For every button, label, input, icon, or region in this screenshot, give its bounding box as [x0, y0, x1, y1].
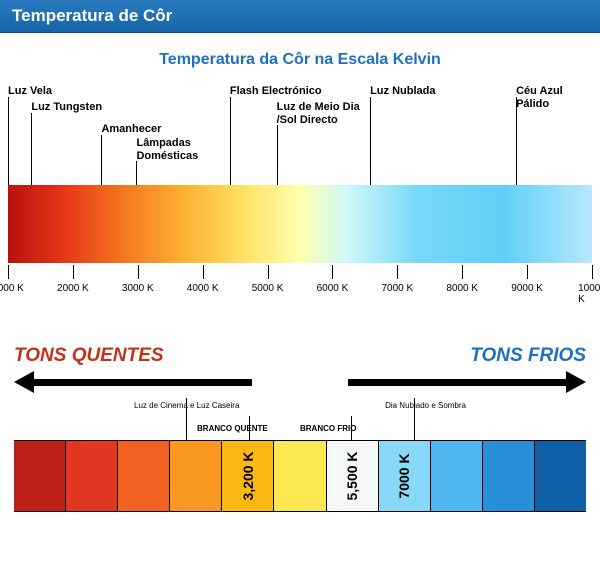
- tick-label: 8000 K: [446, 283, 478, 294]
- tick-mark: [462, 265, 463, 279]
- color-block: [14, 441, 66, 511]
- color-block: 3,200 K: [222, 441, 274, 511]
- marker-line: [230, 97, 231, 185]
- cold-label: TONS FRIOS: [470, 345, 586, 367]
- tick-mark: [332, 265, 333, 279]
- mini-labels-area: BRANCO QUENTE BRANCO FRIO: [14, 416, 586, 440]
- tick-label: 6000 K: [317, 283, 349, 294]
- marker-label: Luz de Meio Dia/Sol Directo: [277, 101, 360, 127]
- marker-label: Luz Vela: [8, 85, 52, 98]
- tick-mark: [527, 265, 528, 279]
- branco-quente-label: BRANCO QUENTE: [197, 424, 268, 433]
- color-block: [170, 441, 222, 511]
- tick-label: 7000 K: [381, 283, 413, 294]
- marker-line: [136, 161, 137, 185]
- sub-line-left: [186, 398, 187, 440]
- kelvin-chart: Luz Vela Luz Tungsten AmanhecerLâmpadasDom…: [8, 85, 592, 325]
- chart-title: Temperatura da Côr na Escala Kelvin: [8, 51, 592, 69]
- arrow-left-icon: [14, 371, 34, 393]
- color-block: 5,500 K: [327, 441, 379, 511]
- color-block: [66, 441, 118, 511]
- marker-line: [31, 113, 32, 185]
- arrow-right-bar: [348, 379, 568, 386]
- tick-mark: [397, 265, 398, 279]
- color-block: [118, 441, 170, 511]
- marker-label: Flash Electrónico: [230, 85, 322, 98]
- marker-label: Luz Tungsten: [31, 101, 102, 114]
- tick-mark: [8, 265, 9, 279]
- sub-left: Luz de Cinema e Luz Caseira: [134, 401, 239, 410]
- tick-mark: [203, 265, 204, 279]
- tones-section: TONS QUENTES TONS FRIOS Luz de Cinema e …: [8, 345, 592, 512]
- marker-label: Luz Nublada: [370, 85, 435, 98]
- branco-quente-line: [249, 416, 250, 440]
- marker-line: [277, 125, 278, 185]
- color-blocks: 3,200 K 5,500 K 7000 K: [14, 440, 586, 512]
- color-block: [431, 441, 483, 511]
- color-block: [483, 441, 535, 511]
- tick-label: 5000 K: [252, 283, 284, 294]
- top-markers-area: Luz Vela Luz Tungsten AmanhecerLâmpadasDom…: [8, 85, 592, 185]
- x-axis-ticks: 1000 K2000 K3000 K4000 K5000 K6000 K7000…: [8, 265, 592, 315]
- tick-label: 2000 K: [57, 283, 89, 294]
- color-block: [274, 441, 326, 511]
- marker-label: Amanhecer: [101, 123, 161, 136]
- marker-line: [101, 135, 102, 185]
- marker-label: Céu Azul Pálido: [516, 85, 592, 111]
- marker-label: LâmpadasDomésticas: [136, 137, 198, 163]
- tick-mark: [592, 265, 593, 279]
- tick-mark: [138, 265, 139, 279]
- marker-line: [516, 97, 517, 185]
- tick-label: 1000 K: [0, 283, 24, 294]
- gradient-bar: [8, 185, 592, 263]
- tick-mark: [268, 265, 269, 279]
- arrow-right-icon: [566, 371, 586, 393]
- branco-frio-label: BRANCO FRIO: [300, 424, 356, 433]
- tick-label: 10000 K: [578, 283, 600, 305]
- block-label: 7000 K: [396, 453, 412, 498]
- sub-right: Dia Nublado e Sombra: [385, 401, 466, 410]
- main-container: Temperatura da Côr na Escala Kelvin Luz …: [0, 33, 600, 522]
- branco-frio-line: [351, 416, 352, 440]
- header-bar: Temperatura de Côr: [0, 0, 600, 33]
- color-block: 7000 K: [379, 441, 431, 511]
- tick-label: 9000 K: [511, 283, 543, 294]
- tick-label: 4000 K: [187, 283, 219, 294]
- sub-labels: Luz de Cinema e Luz Caseira Dia Nublado …: [134, 401, 466, 410]
- block-label: 5,500 K: [344, 451, 360, 500]
- marker-line: [8, 97, 9, 185]
- tick-label: 3000 K: [122, 283, 154, 294]
- hot-label: TONS QUENTES: [14, 345, 164, 367]
- tick-mark: [73, 265, 74, 279]
- sub-line-right: [414, 398, 415, 440]
- arrow-left-bar: [32, 379, 252, 386]
- marker-line: [370, 97, 371, 185]
- tone-headers: TONS QUENTES TONS FRIOS: [14, 345, 586, 367]
- block-label: 3,200 K: [240, 451, 256, 500]
- direction-arrows: [14, 371, 586, 399]
- color-block: [535, 441, 586, 511]
